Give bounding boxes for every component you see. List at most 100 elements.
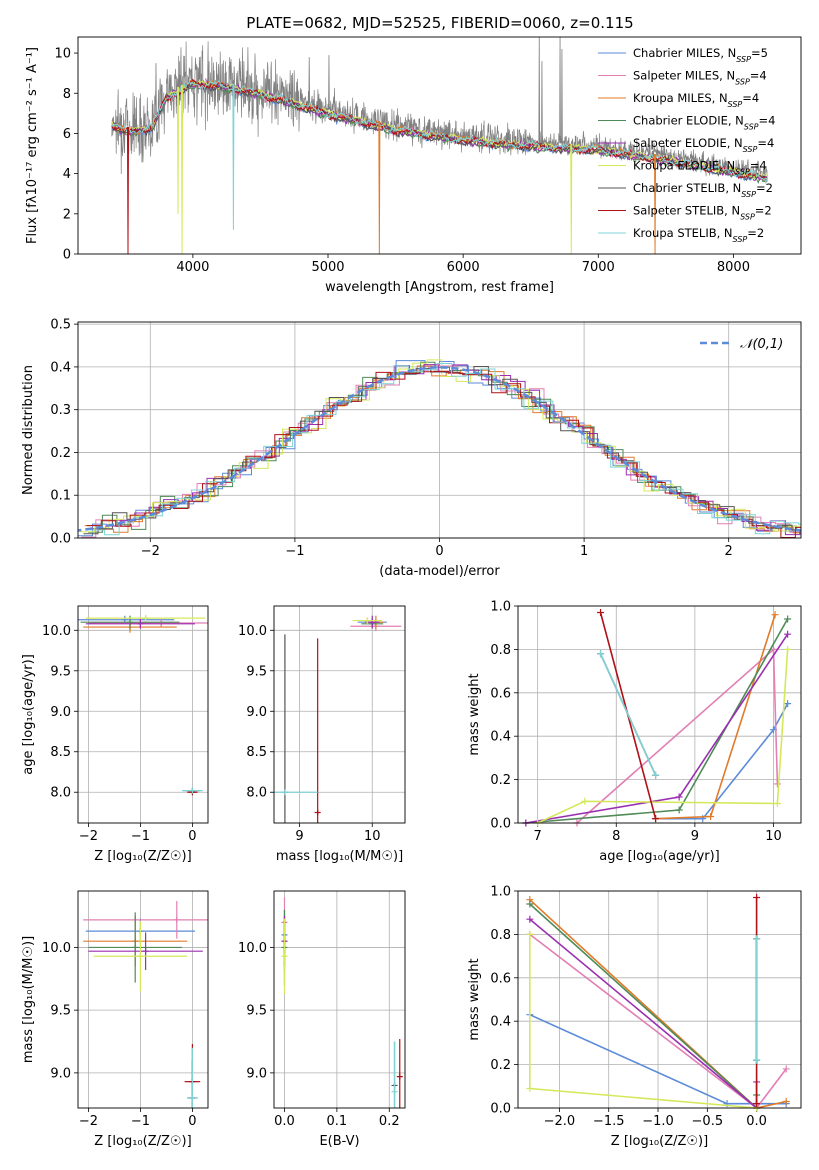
y-tick-label: 9.0 <box>246 705 267 720</box>
weight-vs-age-axes: 7 8 9 10 0.0 0.2 0.4 0.6 0.8 1.0 age [log₁₀(age/yr… <box>467 600 802 864</box>
x-tick-label: 6000 <box>447 260 480 275</box>
weight-marker <box>581 797 589 805</box>
weight-marker <box>784 615 792 623</box>
y-axis-label: Normed distribution <box>21 365 36 495</box>
y-tick-label: 0.8 <box>490 928 511 943</box>
model-spectrum-8 <box>111 79 768 185</box>
data-point <box>189 787 196 794</box>
legend-entry: Salpeter MILES, NSSP=4 <box>633 69 767 87</box>
spectrum-axes: 4000 5000 6000 7000 8000 0 2 4 6 8 10 wavelength [A… <box>25 36 802 295</box>
y-axis-label: mass [log₁₀(M/M☉)] <box>21 936 36 1063</box>
x-tick-label: 0.0 <box>746 1114 767 1129</box>
y-tick-label: 1.0 <box>490 600 511 615</box>
legend-entry: Chabrier ELODIE, NSSP=4 <box>633 114 775 132</box>
y-tick-label: 1.0 <box>490 885 511 900</box>
x-axis-label: E(B-V) <box>319 1134 359 1149</box>
y-tick-label: 8.5 <box>246 745 267 760</box>
spectrum-legend: Chabrier MILES, NSSP=5 Salpeter MILES, NS… <box>598 46 775 244</box>
mass-vs-ebv-plot-area <box>281 897 403 1108</box>
y-tick-label: 8.5 <box>50 745 71 760</box>
legend-entry: Chabrier MILES, NSSP=5 <box>633 46 768 64</box>
legend-entry: Kroupa MILES, NSSP=4 <box>633 91 759 109</box>
figure-title: PLATE=0682, MJD=52525, FIBERID=0060, z=0… <box>246 14 633 32</box>
y-tick-label: 0.2 <box>490 773 511 788</box>
emission-line <box>308 57 311 104</box>
data-point <box>142 948 149 955</box>
hist-plot-area <box>78 359 801 538</box>
weight-marker <box>753 1056 761 1064</box>
legend-entry: Kroupa STELIB, NSSP=2 <box>633 226 764 244</box>
y-tick-label: 10.0 <box>42 624 71 639</box>
y-tick-label: 8.0 <box>50 786 71 801</box>
model-absorption-dip <box>126 127 130 254</box>
model-absorption-dip <box>176 86 180 214</box>
data-point <box>142 615 149 622</box>
age-vs-Z-axes: −2 −1 0 8.0 8.5 9.0 9.5 10.0 Z [log₁₀(Z/Z☉)] age … <box>21 605 209 864</box>
x-tick-label: −2 <box>79 1114 98 1129</box>
x-tick-label: 9 <box>691 829 699 844</box>
y-tick-label: 2 <box>63 207 71 222</box>
x-tick-label: 5000 <box>311 260 344 275</box>
y-tick-label: 6 <box>63 127 71 142</box>
model-spectrum-7 <box>111 78 768 183</box>
data-point <box>189 1094 196 1101</box>
x-axis-label: Z [log₁₀(Z/Z☉)] <box>94 849 191 864</box>
mass-vs-ebv-frame <box>273 890 406 1109</box>
weight-series-0 <box>655 703 789 820</box>
x-axis-label: (data-model)/error <box>379 564 500 579</box>
emission-line <box>541 61 543 143</box>
y-tick-label: 9.0 <box>50 705 71 720</box>
weight-vs-Z-axes: −2.0 −1.5 −1.0 −0.5 0.0 0.0 0.2 0.4 0.6 0.8 1.0 Z [… <box>467 885 802 1149</box>
y-tick-label: 0.4 <box>50 360 71 375</box>
y-tick-label: 8.0 <box>246 786 267 801</box>
y-tick-label: 9.5 <box>246 664 267 679</box>
histogram-5 <box>80 359 801 533</box>
data-point <box>132 944 139 951</box>
x-tick-label: −1.0 <box>642 1114 674 1129</box>
weight-marker <box>771 611 779 619</box>
data-point <box>158 620 165 627</box>
weight-marker <box>753 935 761 943</box>
x-tick-label: 0 <box>435 544 443 559</box>
weight-marker <box>526 900 534 908</box>
histogram-8 <box>90 363 801 536</box>
age-vs-Z-frame <box>77 605 209 824</box>
x-tick-label: 0 <box>188 829 196 844</box>
weight-marker <box>652 815 660 823</box>
x-axis-label: Z [log₁₀(Z/Z☉)] <box>94 1134 191 1149</box>
y-tick-label: 0.3 <box>50 403 71 418</box>
weight-marker <box>773 780 781 788</box>
x-tick-label: −1 <box>131 829 150 844</box>
x-tick-label: 7000 <box>582 260 615 275</box>
x-axis-label: Z [log₁₀(Z/Z☉)] <box>611 1134 708 1149</box>
x-tick-label: 4000 <box>176 260 209 275</box>
weight-marker <box>773 799 781 807</box>
data-point <box>137 953 144 960</box>
weight-marker <box>597 650 605 658</box>
weight-vs-Z-frame <box>517 890 802 1109</box>
age-vs-mass-plot-area <box>274 615 402 823</box>
y-tick-label: 10.0 <box>238 941 267 956</box>
residual-histogram-frame <box>77 321 802 539</box>
spectrum-frame <box>77 36 802 255</box>
model-absorption-dip <box>378 121 381 254</box>
mass-vs-Z-plot-area <box>83 901 208 1108</box>
x-tick-label: 1 <box>580 544 588 559</box>
age-vs-mass-frame <box>273 605 406 824</box>
x-tick-label: −2 <box>141 544 160 559</box>
y-tick-label: 0.1 <box>50 489 71 504</box>
y-axis-label: mass weight <box>467 673 482 755</box>
weight-marker <box>784 630 792 638</box>
x-tick-label: 8 <box>612 829 620 844</box>
x-tick-label: −1 <box>131 1114 150 1129</box>
y-tick-label: 0.4 <box>490 1015 511 1030</box>
y-tick-label: 0.0 <box>50 532 71 547</box>
x-axis-label: age [log₁₀(age/yr)] <box>599 849 720 864</box>
weight-marker <box>526 915 534 923</box>
mass-vs-ebv-axes: 0.0 0.1 0.2 9.0 9.5 10.0 E(B-V) <box>238 890 406 1149</box>
mass-vs-Z-axes: −2 −1 0 9.0 9.5 10.0 Z [log₁₀(Z/Z☉)] mass [log₁… <box>21 890 209 1149</box>
weight-series-8 <box>599 653 657 776</box>
emission-line <box>538 37 541 142</box>
legend-entry: 𝒩(0,1) <box>740 337 783 352</box>
